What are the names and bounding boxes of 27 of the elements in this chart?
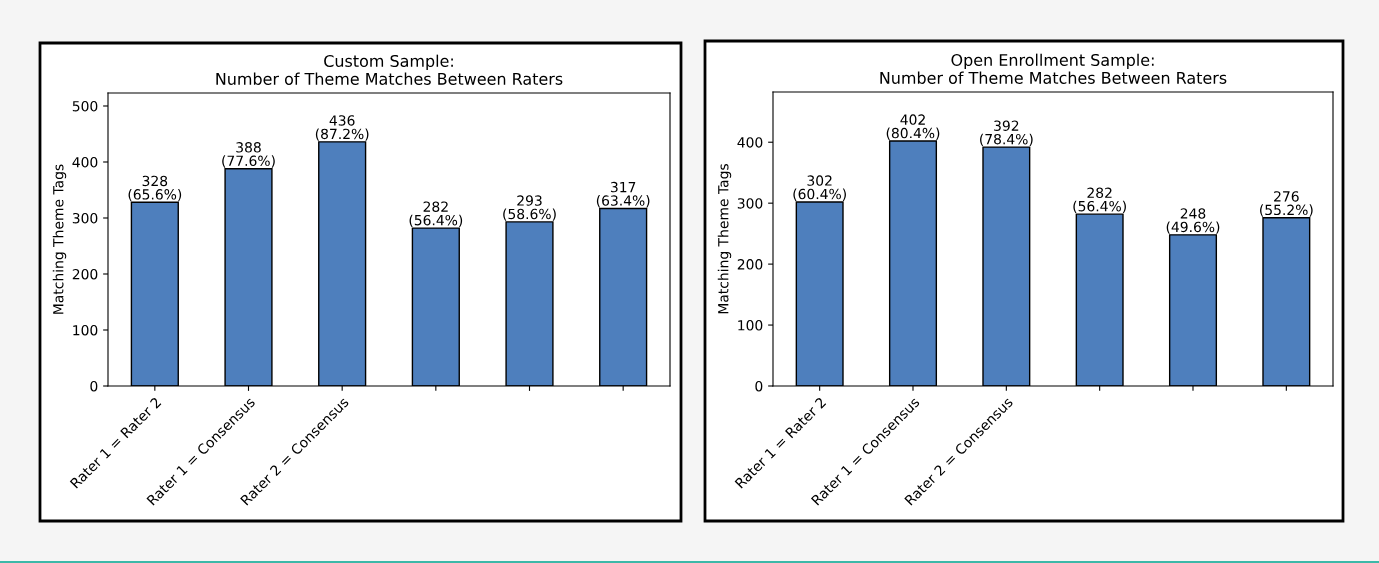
y-tick-label: 200 bbox=[737, 259, 763, 270]
y-axis-title: Matching Theme Tags bbox=[52, 164, 67, 314]
y-tick-label: 0 bbox=[90, 380, 98, 392]
y-tick-label: 400 bbox=[72, 156, 98, 168]
y-tick-label: 400 bbox=[737, 137, 763, 148]
data-label: 282 (56.4%) bbox=[409, 201, 463, 228]
data-label: 282 (56.4%) bbox=[1073, 187, 1126, 214]
data-label: 392 (78.4%) bbox=[980, 120, 1033, 147]
data-label: 302 (60.4%) bbox=[793, 175, 846, 201]
y-tick-label: 200 bbox=[72, 268, 98, 280]
data-label: 248 (49.6%) bbox=[1166, 208, 1220, 234]
chart-title: Custom Sample: Number of Theme Matches Between Raters bbox=[216, 54, 563, 85]
y-axis-title: Matching Theme Tags bbox=[717, 164, 732, 314]
data-label: 436 (87.2%) bbox=[315, 115, 369, 141]
y-tick-label: 500 bbox=[72, 100, 98, 112]
y-tick-label: 0 bbox=[755, 380, 763, 392]
y-tick-label: 300 bbox=[737, 198, 763, 209]
y-tick-label: 100 bbox=[738, 320, 763, 331]
data-label: 402 (80.4%) bbox=[886, 114, 940, 140]
data-label: 388 (77.6%) bbox=[222, 142, 275, 168]
data-label: 276 (55.2%) bbox=[1260, 191, 1313, 217]
chart-title: Open Enrollment Sample: Number of Theme Matches Between Raters bbox=[880, 53, 1227, 84]
data-label: 293 (58.6%) bbox=[503, 195, 556, 221]
y-tick-label: 300 bbox=[72, 212, 98, 224]
data-label: 328 (65.6%) bbox=[128, 175, 182, 202]
y-tick-label: 100 bbox=[73, 324, 98, 336]
data-label: 317 (63.4%) bbox=[596, 181, 650, 208]
